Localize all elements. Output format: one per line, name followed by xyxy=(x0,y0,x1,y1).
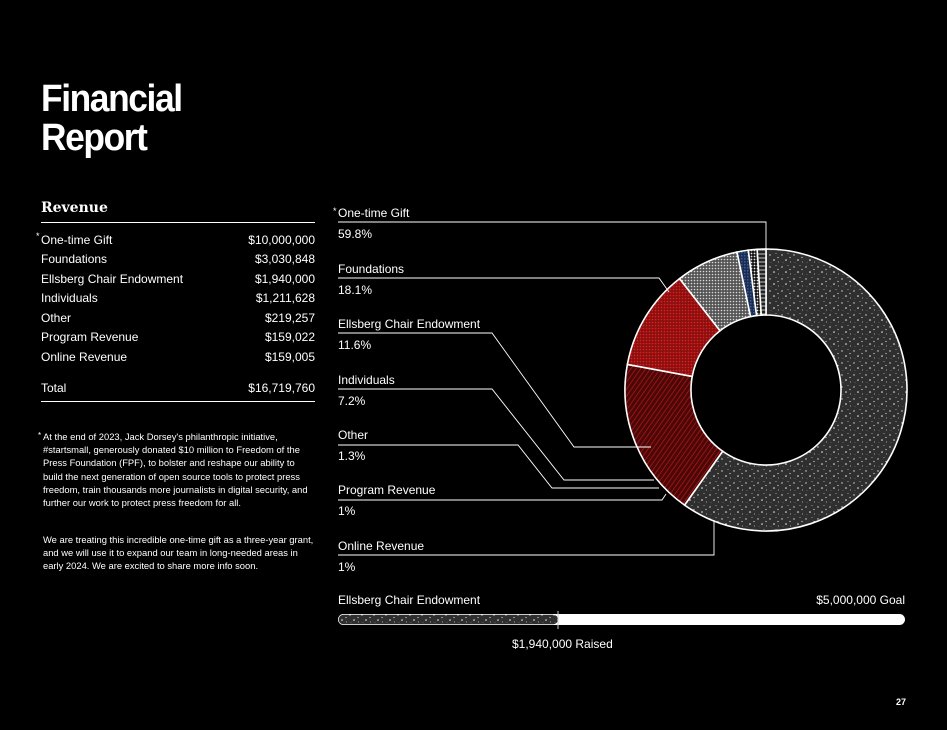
leader-line-individuals xyxy=(338,388,654,481)
slice-label-percent: 1% xyxy=(338,560,356,574)
revenue-row-individuals: Individuals $1,211,628 xyxy=(41,289,315,309)
slice-label-percent: 11.6% xyxy=(338,338,372,352)
slice-label-percent: 18.1% xyxy=(338,283,373,297)
footnote-paragraph-1: * At the end of 2023, Jack Dorsey's phila… xyxy=(38,430,315,509)
slice-label-online-revenue: Online Revenue 1% xyxy=(338,539,424,575)
goal-bar-goal-label: $5,000,000 Goal xyxy=(816,593,905,607)
revenue-total-row: Total $16,719,760 xyxy=(41,381,315,402)
revenue-row-value: $159,022 xyxy=(264,330,315,345)
revenue-row-online: Online Revenue $159,005 xyxy=(41,347,315,367)
asterisk-mark: * xyxy=(38,431,42,440)
goal-bar-title: Ellsberg Chair Endowment xyxy=(338,593,481,607)
slice-label-name: Foundations xyxy=(338,262,405,276)
slice-label-percent: 7.2% xyxy=(338,394,366,408)
slice-label-name: Ellsberg Chair Endowment xyxy=(338,317,481,331)
donut-slice-foundations xyxy=(624,363,724,507)
leader-lines xyxy=(338,221,767,556)
revenue-row-label: Individuals xyxy=(41,291,98,306)
leader-line-program xyxy=(338,493,667,501)
asterisk-mark: * xyxy=(333,206,337,216)
footnote-text-1: At the end of 2023, Jack Dorsey's philan… xyxy=(43,431,308,509)
goal-bar-raised xyxy=(338,614,558,625)
slice-label-percent: 1.3% xyxy=(338,449,366,463)
revenue-row-label: * One-time Gift xyxy=(36,231,113,247)
slice-label-percent: 1% xyxy=(338,504,356,518)
revenue-row-label: Ellsberg Chair Endowment xyxy=(41,271,184,286)
leader-line-foundations xyxy=(338,277,670,293)
revenue-total-value: $16,719,760 xyxy=(248,381,315,395)
revenue-row-one-time-gift: * One-time Gift $10,000,000 xyxy=(36,230,315,250)
slice-label-name: One-time Gift xyxy=(338,206,410,220)
revenue-row-program: Program Revenue $159,022 xyxy=(41,328,315,348)
revenue-row-value: $219,257 xyxy=(264,310,315,325)
donut-chart xyxy=(624,248,908,532)
slice-label-name: Program Revenue xyxy=(338,483,436,497)
goal-progress-bar xyxy=(338,611,905,629)
slice-label-foundations: Foundations 18.1% xyxy=(338,262,404,298)
slice-label-percent: 59.8% xyxy=(338,227,373,241)
slice-label-name: Individuals xyxy=(338,373,395,387)
leader-line-ellsberg xyxy=(338,332,651,448)
slice-label-other: Other 1.3% xyxy=(338,428,368,464)
revenue-row-value: $1,940,000 xyxy=(254,271,315,286)
slice-label-individuals: Individuals 7.2% xyxy=(338,373,395,409)
revenue-row-label: Foundations xyxy=(41,252,108,267)
goal-bar-raised-label: $1,940,000 Raised xyxy=(512,637,613,651)
donut-slice-one-time-gift xyxy=(683,248,908,532)
revenue-row-value: $3,030,848 xyxy=(254,252,315,267)
donut-slice-online-revenue xyxy=(756,248,767,316)
revenue-label-text: One-time Gift xyxy=(41,232,113,247)
leader-line-one-time-gift xyxy=(338,221,767,251)
leader-line-online xyxy=(338,520,715,556)
revenue-total-label: Total xyxy=(41,381,67,395)
revenue-row-value: $159,005 xyxy=(264,349,315,364)
page-number: 27 xyxy=(895,697,906,707)
revenue-row-label: Online Revenue xyxy=(41,349,128,364)
page-title-line-1: Financial xyxy=(41,78,183,120)
revenue-row-ellsberg: Ellsberg Chair Endowment $1,940,000 xyxy=(41,269,315,289)
revenue-heading: Revenue xyxy=(41,200,315,223)
slice-label-program-revenue: Program Revenue 1% xyxy=(338,483,435,519)
revenue-row-foundations: Foundations $3,030,848 xyxy=(41,250,315,270)
revenue-row-other: Other $219,257 xyxy=(41,308,315,328)
revenue-row-value: $10,000,000 xyxy=(248,232,315,247)
slice-label-name: Other xyxy=(338,428,369,442)
leader-line-other xyxy=(338,444,659,489)
asterisk-mark: * xyxy=(36,230,40,241)
page-title: Financial Report xyxy=(41,78,183,159)
slice-label-ellsberg: Ellsberg Chair Endowment 11.6% xyxy=(338,317,480,353)
page-title-line-2: Report xyxy=(41,117,148,159)
slice-label-name: Online Revenue xyxy=(338,539,425,553)
revenue-row-label: Program Revenue xyxy=(41,330,139,345)
revenue-row-label: Other xyxy=(41,310,72,325)
revenue-row-value: $1,211,628 xyxy=(255,291,315,306)
footnote-paragraph-2: We are treating this incredible one-time… xyxy=(43,534,314,572)
slice-label-one-time-gift: * One-time Gift 59.8% xyxy=(333,206,410,242)
revenue-table: * One-time Gift $10,000,000 Foundations $… xyxy=(36,230,315,367)
